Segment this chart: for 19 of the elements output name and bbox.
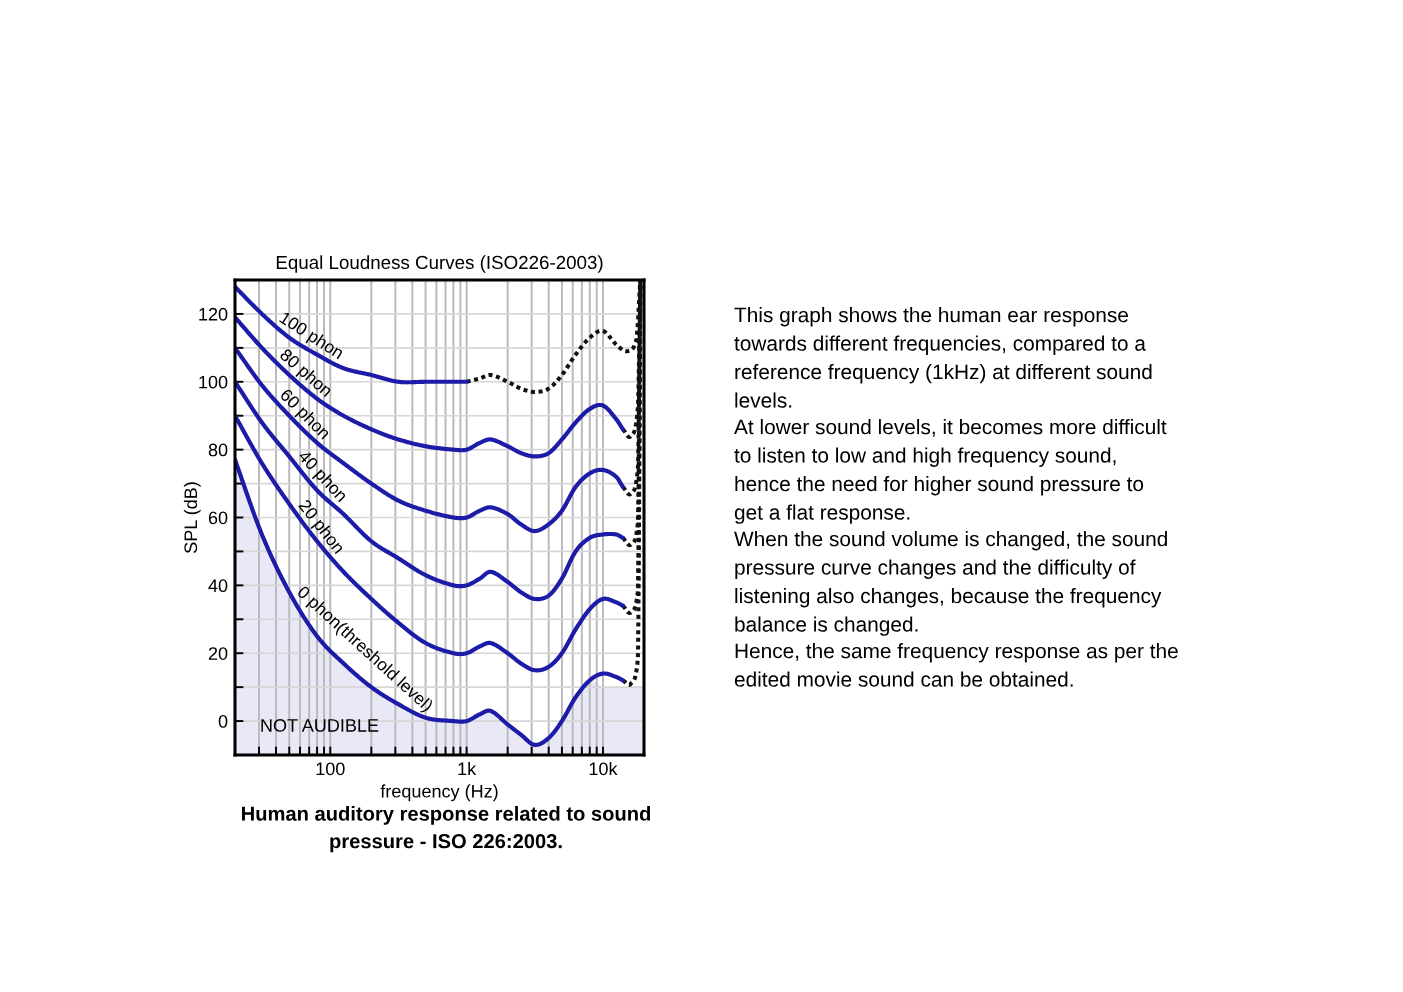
x-tick-label: 100 bbox=[316, 762, 345, 776]
chart-title: Equal Loudness Curves (ISO226-2003) bbox=[276, 255, 603, 273]
y-tick-label: 20 bbox=[208, 647, 228, 660]
x-tick-label: 10k bbox=[589, 761, 618, 776]
text: When the sound volume is changed, the sound pressure curve changes and the difficulty of listening also changes, because the frequency balance is changed. bbox=[734, 531, 1167, 636]
x-axis-title: frequency (Hz) bbox=[380, 784, 498, 802]
y-axis-title: SPL (dB) bbox=[183, 482, 201, 553]
y-tick-label: 100 bbox=[199, 375, 228, 389]
x-tick-label: 1k bbox=[458, 761, 477, 776]
y-tick-label: 40 bbox=[208, 579, 228, 593]
y-tick-label: 60 bbox=[208, 511, 228, 525]
text: At lower sound levels, it becomes more difficult to listen to low and high frequency sound, hence the need for higher sound pressure to get a flat response. bbox=[734, 419, 1167, 524]
annotation: NOT AUDIBLE bbox=[261, 719, 379, 732]
text: Hence, the same frequency response as per the edited movie sound can be obtained. bbox=[734, 643, 1178, 687]
text: This graph shows the human ear response towards different frequencies, compared to a reference frequency (1kHz) at different sound levels. bbox=[734, 307, 1152, 408]
y-tick-label: 80 bbox=[208, 443, 228, 457]
text: Human auditory response related to sound pressure - ISO 226:2003. bbox=[242, 806, 651, 853]
y-tick-label: 120 bbox=[199, 307, 228, 321]
y-tick-label: 0 bbox=[218, 715, 228, 728]
